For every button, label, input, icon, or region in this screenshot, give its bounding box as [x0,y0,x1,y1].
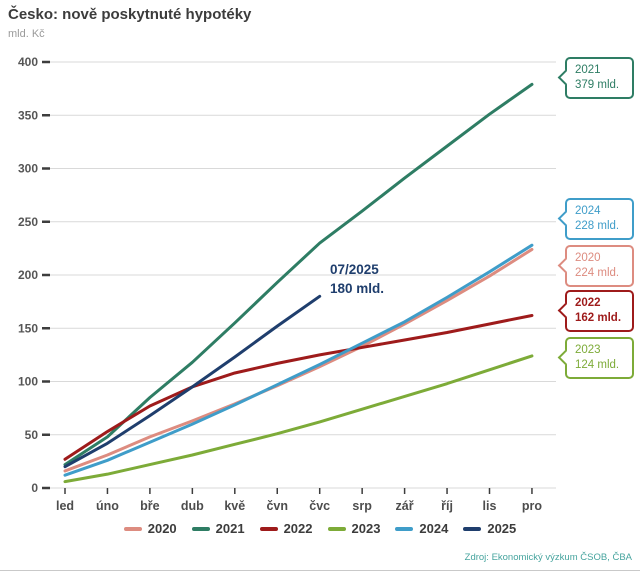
x-axis-label: čvn [266,499,288,513]
legend-line-swatch [191,526,210,531]
x-axis-label: srp [352,499,372,513]
legend-line-swatch [463,526,482,531]
line-chart: 0 50 100 150 200 250 300 350 400 led úno bře dub kvě č… [18,55,556,513]
callout-value: 224 mld. [575,267,620,279]
chart-title: Česko: nově poskytnuté hypotéky [8,6,252,23]
legend-line-swatch [327,526,346,531]
annotation-2025: 07/2025 180 mld. [330,260,384,298]
legend-item-2021: 2021 [191,521,245,536]
series-line-2025 [63,294,322,469]
callout-2023: 2023 124 mld. [557,337,634,379]
annotation-value: 180 mld. [330,281,385,296]
y-axis-label: 400 [18,55,38,69]
y-axis-label: 300 [18,162,38,176]
series-line-2023 [63,354,534,484]
legend-line-swatch [123,526,142,531]
x-axis-label: čvc [309,499,330,513]
callout-2020: 2020 224 mld. [557,245,634,287]
legend-label: 2023 [351,521,381,536]
legend-line-swatch [259,526,278,531]
x-axis-label: led [56,499,74,513]
callout-2022: 2022 162 mld. [557,290,634,332]
callout-year: 2022 [575,297,601,309]
callout-2024: 2024 228 mld. [557,198,634,240]
legend-item-2023: 2023 [327,521,381,536]
series-line-2022 [63,313,534,461]
callout-year: 2024 [575,205,601,217]
y-axis-label: 100 [18,375,38,389]
callout-year: 2023 [575,344,601,356]
y-axis-label: 0 [31,481,38,495]
bottom-divider [0,570,640,571]
legend: 2020 2021 2022 2023 2024 2025 [0,521,640,536]
x-axis-label: zář [396,499,414,513]
series-line-2021 [63,82,534,467]
source-credit: Zdroj: Ekonomický výzkum ČSOB, ČBA [464,552,632,563]
legend-item-2025: 2025 [463,521,516,536]
legend-label: 2025 [487,521,517,536]
legend-label: 2020 [147,521,177,536]
legend-item-2024: 2024 [395,521,448,536]
y-axis-label: 250 [18,215,38,229]
y-axis-label: 150 [18,321,38,335]
y-axis-unit-label: mld. Kč [8,28,45,40]
y-axis-label: 200 [18,268,38,282]
callout-value: 162 mld. [575,312,622,324]
x-axis-label: úno [96,499,119,513]
annotation-date: 07/2025 [330,262,379,277]
legend-line-swatch [395,526,414,531]
callout-value: 228 mld. [575,220,620,232]
legend-label: 2024 [419,521,449,536]
x-axis-label: pro [522,499,543,513]
x-axis-label: říj [441,499,453,513]
x-axis-label: dub [181,499,204,513]
y-axis-label: 50 [25,428,39,442]
legend-item-2022: 2022 [259,521,313,536]
x-axis-label: bře [140,499,160,513]
legend-label: 2022 [283,521,313,536]
series-line-2024 [63,243,534,477]
callout-value: 124 mld. [575,359,620,371]
callout-value: 379 mld. [575,79,620,91]
callout-year: 2020 [575,252,601,264]
legend-label: 2021 [215,521,245,536]
x-axis-label: kvě [224,499,245,513]
callout-year: 2021 [575,64,601,76]
callout-2021: 2021 379 mld. [557,57,634,99]
y-axis-label: 350 [18,108,38,122]
legend-item-2020: 2020 [123,521,177,536]
x-axis-label: lis [483,499,497,513]
